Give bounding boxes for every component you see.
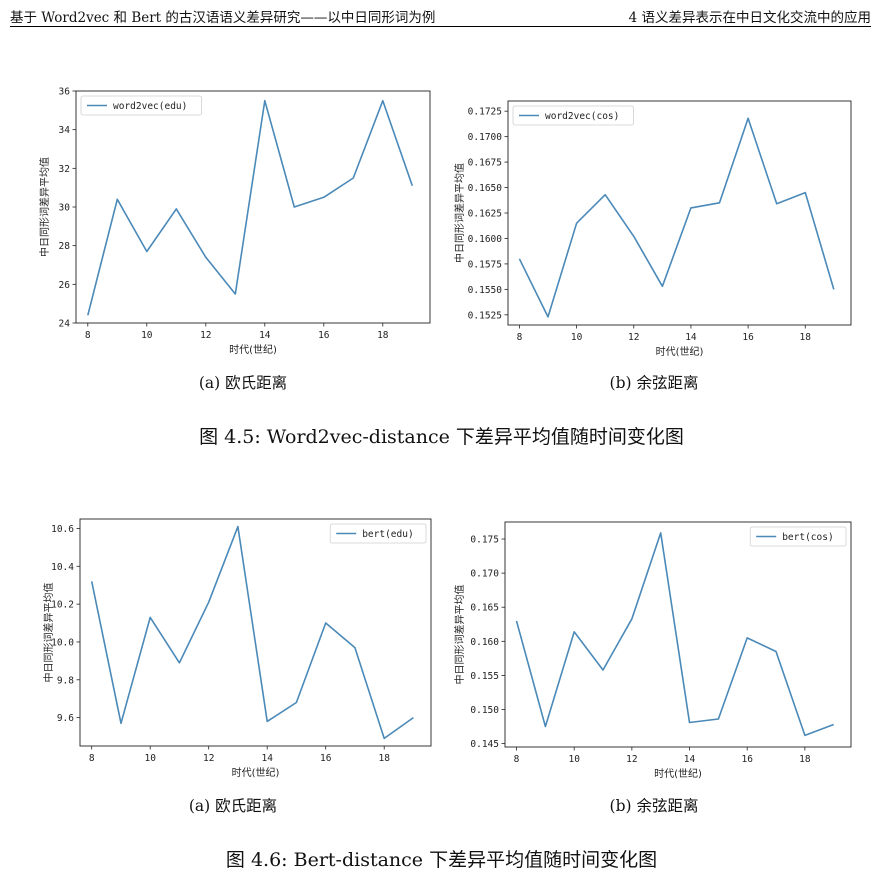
x-tick-label: 18 xyxy=(378,753,390,764)
legend-box xyxy=(329,523,427,544)
x-tick-label: 8 xyxy=(517,332,523,343)
y-axis-label: 中日同形词差异平均值 xyxy=(453,585,466,685)
x-tick-label: 14 xyxy=(685,332,697,343)
running-header-chapter: 4 语义差异表示在中日文化交流中的应用 xyxy=(628,10,871,26)
y-tick-label: 0.1600 xyxy=(468,234,503,245)
y-tick-label: 28 xyxy=(59,241,71,252)
y-tick-label: 0.1725 xyxy=(468,107,502,118)
y-tick-label: 36 xyxy=(59,87,71,98)
x-tick-label: 16 xyxy=(320,753,332,764)
plot-frame xyxy=(79,518,432,747)
y-tick-label: 30 xyxy=(59,203,71,214)
y-axis-label: 中日同形词差异平均值 xyxy=(42,583,55,683)
legend-box xyxy=(80,95,202,116)
legend-label: bert(cos) xyxy=(782,532,833,543)
y-tick-label: 9.8 xyxy=(57,675,74,686)
x-tick-label: 8 xyxy=(514,754,520,765)
y-axis-label: 中日同形词差异平均值 xyxy=(453,163,466,263)
x-tick-label: 12 xyxy=(628,332,639,343)
series-line xyxy=(87,99,414,316)
figure-caption: 图 4.5: Word2vec-distance 下差异平均值随时间变化图 xyxy=(199,426,684,448)
x-tick-label: 10 xyxy=(568,754,580,765)
x-tick-label: 16 xyxy=(741,754,753,765)
header-rule xyxy=(10,26,871,27)
x-tick-label: 8 xyxy=(89,753,95,764)
legend-box xyxy=(512,105,634,126)
plot-frame xyxy=(504,521,852,748)
y-tick-label: 0.1700 xyxy=(468,132,503,143)
x-axis-label: 时代(世纪) xyxy=(656,346,704,358)
x-axis-label: 时代(世纪) xyxy=(654,768,702,780)
y-tick-label: 0.165 xyxy=(470,603,499,614)
series-line xyxy=(90,525,414,740)
y-tick-label: 10.4 xyxy=(51,562,74,573)
x-tick-label: 14 xyxy=(684,754,696,765)
y-tick-label: 0.175 xyxy=(470,535,499,546)
y-tick-label: 0.160 xyxy=(470,637,499,648)
x-tick-label: 12 xyxy=(626,754,637,765)
x-tick-label: 18 xyxy=(799,754,811,765)
x-tick-label: 10 xyxy=(571,332,583,343)
y-tick-label: 24 xyxy=(59,319,71,330)
figure-caption: 图 4.6: Bert-distance 下差异平均值随时间变化图 xyxy=(225,849,658,871)
subcaption-b: (b) 余弦距离 xyxy=(609,374,699,392)
x-axis-label: 时代(世纪) xyxy=(232,767,280,779)
x-tick-label: 14 xyxy=(261,753,273,764)
series-line xyxy=(515,532,834,737)
y-tick-label: 10.6 xyxy=(51,524,74,535)
running-header-title: 基于 Word2vec 和 Bert 的古汉语语义差异研究——以中日同形词为例 xyxy=(10,10,436,26)
y-tick-label: 0.150 xyxy=(470,705,499,716)
y-tick-label: 26 xyxy=(59,280,71,291)
x-tick-label: 14 xyxy=(259,330,271,341)
y-tick-label: 10.0 xyxy=(51,637,74,648)
y-tick-label: 0.170 xyxy=(470,569,499,580)
y-tick-label: 10.2 xyxy=(51,600,74,611)
y-tick-label: 0.1625 xyxy=(468,209,502,220)
x-tick-label: 12 xyxy=(200,330,211,341)
subcaption-a: (a) 欧氏距离 xyxy=(188,797,278,815)
y-tick-label: 0.1650 xyxy=(468,183,503,194)
y-tick-label: 34 xyxy=(59,125,71,136)
x-tick-label: 10 xyxy=(144,753,156,764)
x-tick-label: 18 xyxy=(377,330,389,341)
legend-label: bert(edu) xyxy=(362,529,413,540)
y-tick-label: 0.1550 xyxy=(468,285,503,296)
x-axis-label: 时代(世纪) xyxy=(229,344,277,356)
x-tick-label: 18 xyxy=(800,332,812,343)
legend-box xyxy=(749,526,847,547)
legend-label: word2vec(edu) xyxy=(113,101,187,112)
y-tick-label: 0.1675 xyxy=(468,158,502,169)
y-tick-label: 0.1575 xyxy=(468,259,502,270)
x-tick-label: 12 xyxy=(203,753,214,764)
y-tick-label: 0.145 xyxy=(470,739,499,750)
y-tick-label: 32 xyxy=(59,164,70,175)
series-line xyxy=(518,117,835,318)
y-tick-label: 0.155 xyxy=(470,671,499,682)
y-axis-label: 中日同形词差异平均值 xyxy=(38,157,51,257)
legend-label: word2vec(cos) xyxy=(545,111,619,122)
x-tick-label: 8 xyxy=(85,330,91,341)
y-tick-label: 0.1525 xyxy=(468,310,502,321)
x-tick-label: 16 xyxy=(318,330,330,341)
x-tick-label: 16 xyxy=(742,332,754,343)
subcaption-b: (b) 余弦距离 xyxy=(609,797,699,815)
y-tick-label: 9.6 xyxy=(57,713,74,724)
subcaption-a: (a) 欧氏距离 xyxy=(198,374,288,392)
x-tick-label: 10 xyxy=(141,330,153,341)
